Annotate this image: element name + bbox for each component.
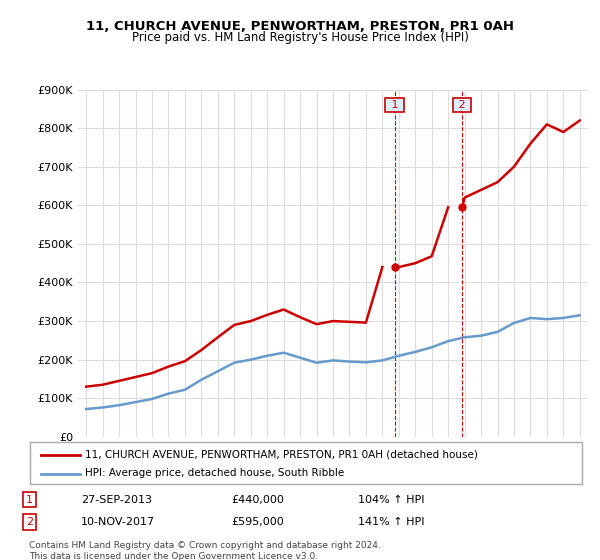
Text: £595,000: £595,000 xyxy=(231,517,284,527)
Text: 11, CHURCH AVENUE, PENWORTHAM, PRESTON, PR1 0AH: 11, CHURCH AVENUE, PENWORTHAM, PRESTON, … xyxy=(86,20,514,32)
FancyBboxPatch shape xyxy=(30,442,582,484)
Text: 1: 1 xyxy=(26,494,33,505)
Text: 2: 2 xyxy=(26,517,33,527)
Text: 10-NOV-2017: 10-NOV-2017 xyxy=(81,517,155,527)
Text: 11, CHURCH AVENUE, PENWORTHAM, PRESTON, PR1 0AH (detached house): 11, CHURCH AVENUE, PENWORTHAM, PRESTON, … xyxy=(85,449,478,459)
Text: 104% ↑ HPI: 104% ↑ HPI xyxy=(358,494,424,505)
Text: Contains HM Land Registry data © Crown copyright and database right 2024.
This d: Contains HM Land Registry data © Crown c… xyxy=(29,542,381,560)
Text: HPI: Average price, detached house, South Ribble: HPI: Average price, detached house, Sout… xyxy=(85,468,344,478)
Text: £440,000: £440,000 xyxy=(231,494,284,505)
Text: Price paid vs. HM Land Registry's House Price Index (HPI): Price paid vs. HM Land Registry's House … xyxy=(131,31,469,44)
Text: 2: 2 xyxy=(455,100,469,110)
Text: 141% ↑ HPI: 141% ↑ HPI xyxy=(358,517,424,527)
Text: 27-SEP-2013: 27-SEP-2013 xyxy=(81,494,152,505)
Text: 1: 1 xyxy=(388,100,401,110)
